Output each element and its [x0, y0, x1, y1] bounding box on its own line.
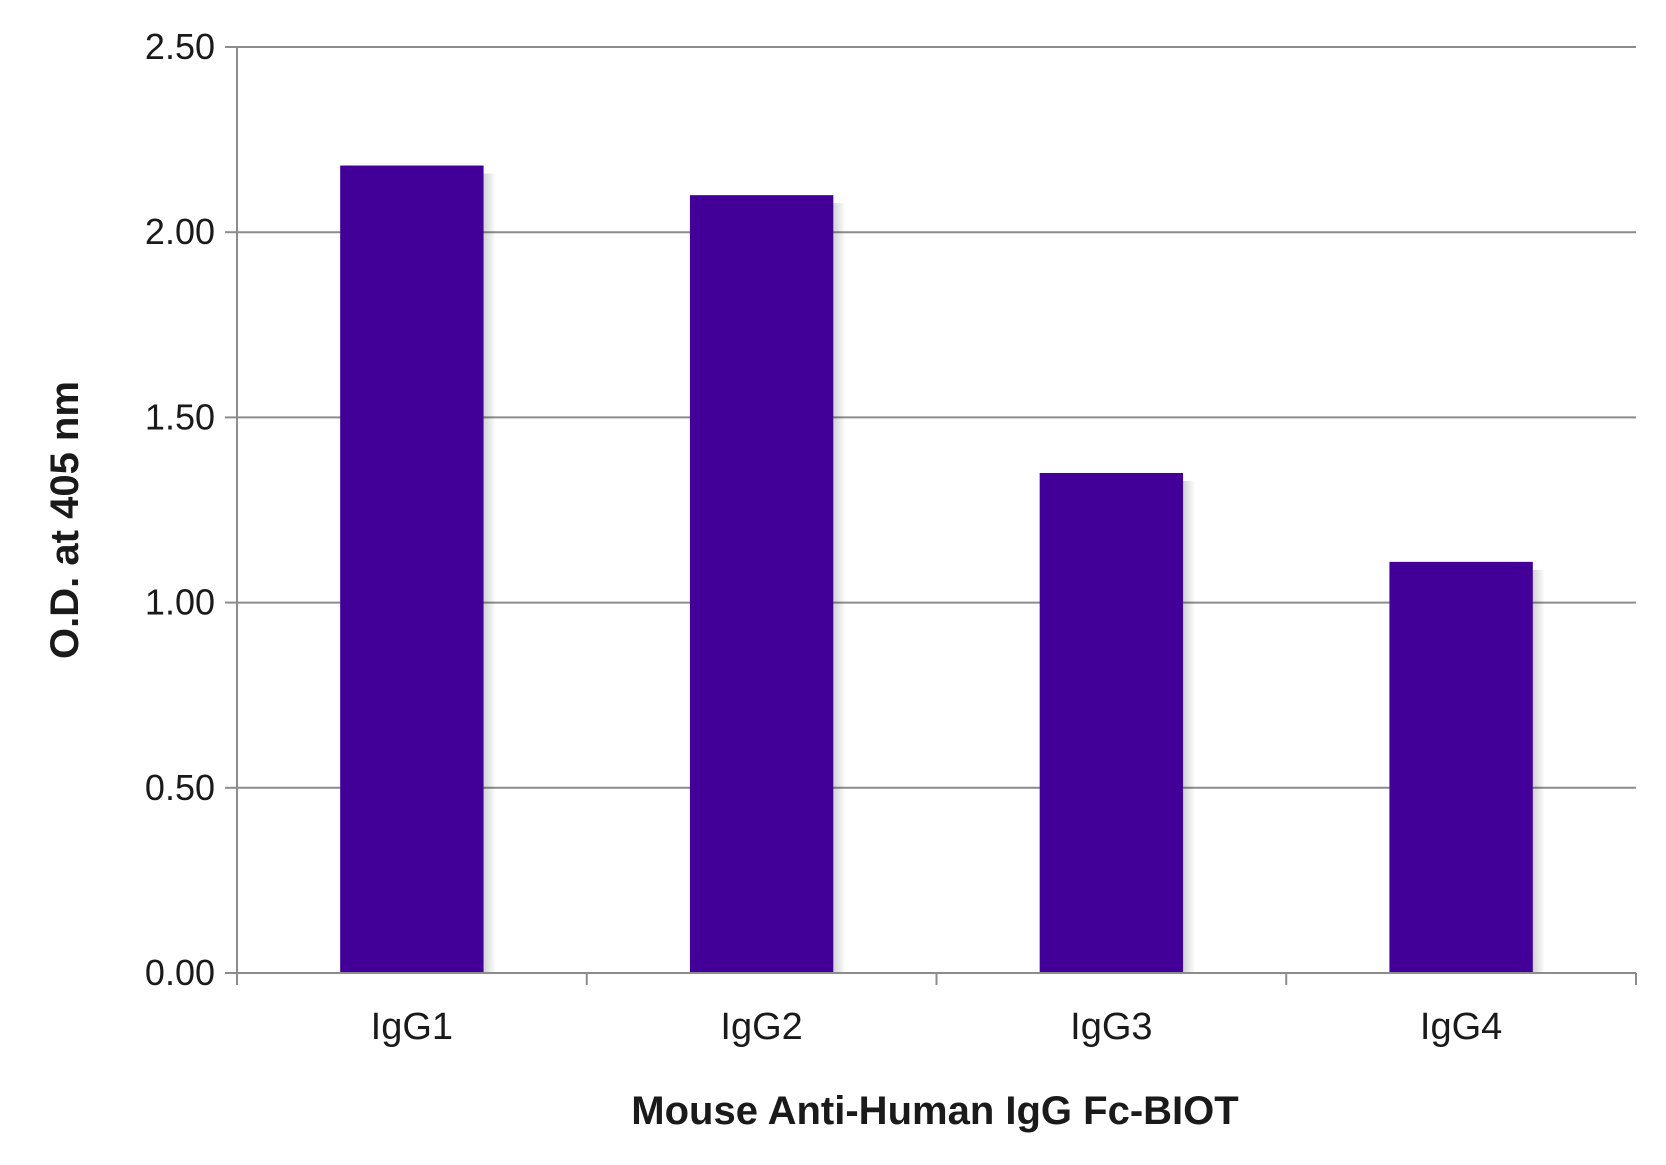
bars — [340, 165, 1545, 973]
labels: 0.00 0.50 1.00 1.50 2.00 2.50 IgG1 IgG2 IgG3 IgG4 — [145, 26, 1502, 1048]
x-tick-label: IgG3 — [1070, 1006, 1152, 1048]
y-tick-label: 1.50 — [145, 396, 215, 437]
y-axis-title: O.D. at 405 nm — [43, 381, 87, 659]
y-tick-label: 2.00 — [145, 211, 215, 252]
x-tick-label: IgG1 — [371, 1006, 453, 1048]
x-tick-label: IgG4 — [1420, 1006, 1502, 1048]
bar-shadow — [833, 203, 846, 973]
y-tick-label: 0.00 — [145, 952, 215, 993]
y-tick-label: 0.50 — [145, 767, 215, 808]
bar-shadow — [1532, 569, 1545, 973]
bar-shadow — [483, 173, 496, 973]
x-axis-title: Mouse Anti-Human IgG Fc-BIOT — [631, 1089, 1238, 1133]
y-tick-label: 1.00 — [145, 582, 215, 623]
bar-igg4 — [1389, 561, 1533, 973]
bar-igg2 — [689, 195, 834, 973]
bar-shadow — [1183, 480, 1196, 973]
axes — [225, 46, 1637, 985]
x-tick-label: IgG2 — [720, 1006, 802, 1048]
bar-igg3 — [1039, 472, 1184, 973]
y-tick-label: 2.50 — [145, 26, 215, 67]
bar-igg1 — [340, 165, 484, 973]
